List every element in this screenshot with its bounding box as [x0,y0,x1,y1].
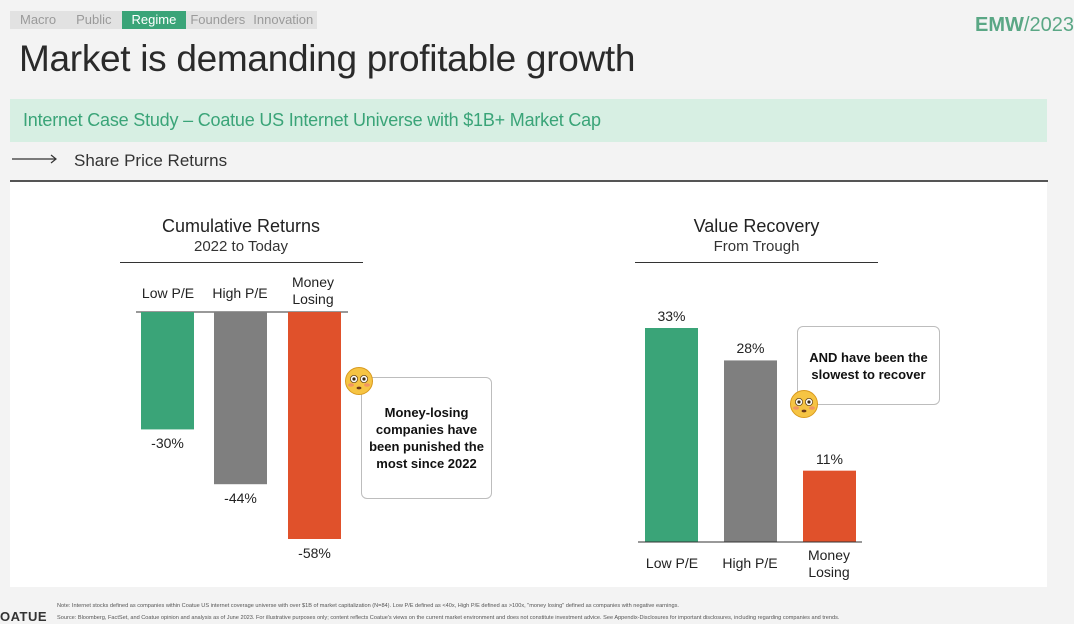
tab-regime[interactable]: Regime [121,11,187,29]
section-label: Share Price Returns [74,151,228,170]
flushed-face-icon [345,367,373,395]
tab-founders[interactable]: Founders [190,12,246,27]
chart2-label-high-pe: 28% [736,340,765,357]
callout-slowest: AND have been the slowest to recover [797,326,940,405]
brand-logo: EMW/2023 [975,14,1074,36]
chart2-category-high-pe: High P/E [722,555,778,571]
chart1-plot [136,311,348,539]
section-tabs: Macro Public Regime Founders Innovation [10,11,318,29]
chart2-subtitle: From Trough [713,238,800,255]
chart2-bar-money-losing [803,470,856,542]
chart2-plot [638,328,862,543]
chart1-category-money-losing: Money Losing [291,274,335,307]
chart2-category-low-pe: Low P/E [645,555,699,571]
chart1-category-high-pe: High P/E [212,285,268,301]
banner [10,99,1047,142]
chart1-subtitle: 2022 to Today [194,238,288,255]
chart1-title: Cumulative Returns [161,216,321,236]
divider [10,180,1048,182]
tab-macro[interactable]: Macro [20,12,57,27]
tab-innovation[interactable]: Innovation [253,12,314,27]
chart1-bar-money-losing [288,312,341,539]
chart1-label-high-pe: -44% [224,490,257,507]
flushed-face-icon [790,390,818,418]
chart1-category-low-pe: Low P/E [141,285,195,301]
banner-text: Internet Case Study – Coatue US Internet… [23,110,601,130]
footer-source: Source: Bloomberg, FactSet, and Coatue o… [57,615,840,621]
callout-punished: Money-losing companies have been punishe… [361,377,492,499]
chart2-title: Value Recovery [693,216,820,236]
chart2-bar-low-pe [645,328,698,542]
footer-note: Note: Internet stocks defined as compani… [57,603,679,609]
chart2-bar-high-pe [724,360,777,542]
chart2-label-low-pe: 33% [657,308,686,324]
chart2-title-rule [635,262,878,263]
page-title: Market is demanding profitable growth [19,38,636,79]
chart2-label-money-losing: 11% [816,450,843,467]
chart1-title-rule [120,262,363,263]
chart1-bar-low-pe [141,312,194,430]
chart1-label-money-losing: -58% [298,545,331,561]
arrow-right-icon [12,154,57,164]
chart1-bar-high-pe [214,312,267,485]
tab-public[interactable]: Public [76,12,112,27]
chart1-label-low-pe: -30% [151,435,184,452]
chart2-category-money-losing: Money Losing [807,547,851,580]
footer-logo: OATUE [0,609,48,624]
